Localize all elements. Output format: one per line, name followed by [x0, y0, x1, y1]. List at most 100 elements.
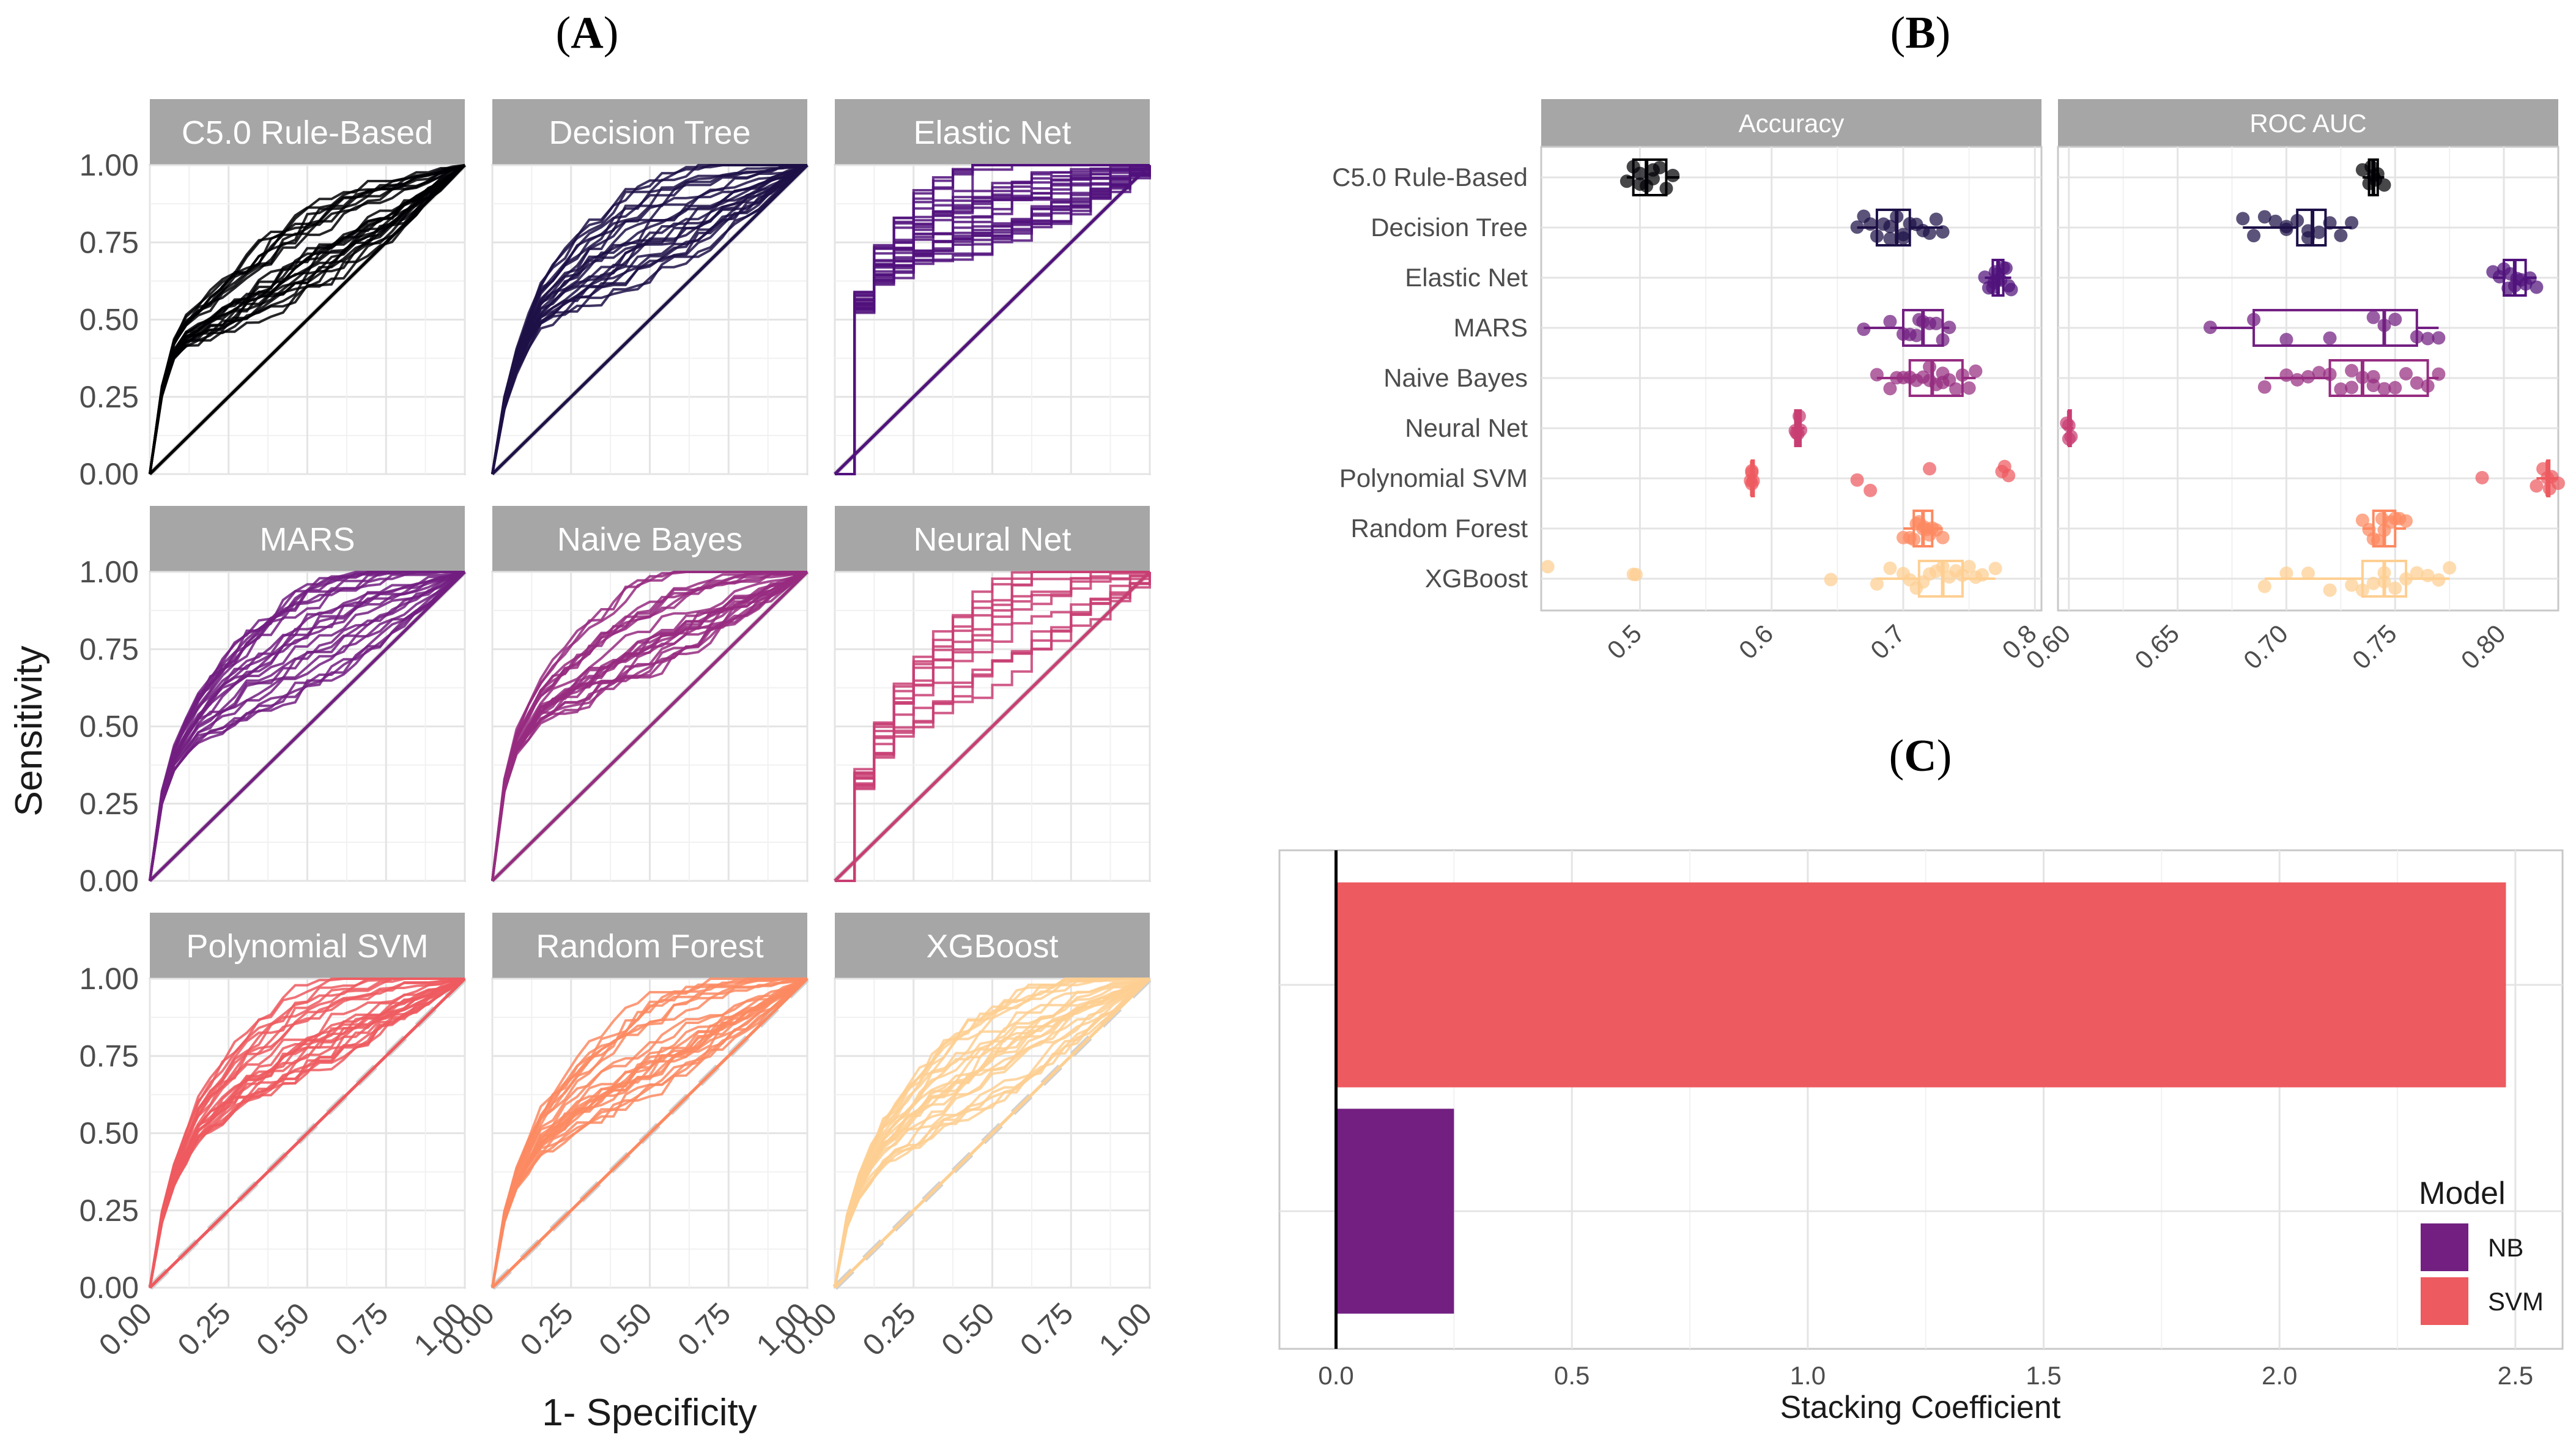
roc-curve: [491, 571, 809, 881]
y-tick-label: 0.50: [80, 1116, 139, 1151]
category-label: Naive Bayes: [1383, 363, 1528, 392]
category-label: Random Forest: [1351, 514, 1528, 543]
roc-chance-line: [149, 164, 466, 475]
data-point: [2355, 371, 2369, 385]
data-point: [2432, 331, 2446, 345]
x-tick-label: 0.25: [514, 1296, 580, 1362]
data-point: [2530, 479, 2544, 493]
data-point: [2399, 367, 2413, 381]
x-tick-label: 0.70: [2238, 619, 2293, 675]
roc-curve: [491, 571, 808, 881]
x-tick-label: 0.25: [856, 1296, 922, 1362]
data-point: [1857, 322, 1871, 336]
data-point: [1824, 573, 1838, 587]
roc-curve: [149, 978, 465, 1288]
roc-curve: [491, 164, 808, 475]
data-point: [1659, 182, 1673, 196]
panel-label-a: (A): [556, 8, 619, 58]
y-tick-label: 0.75: [80, 1039, 139, 1073]
roc-curve: [834, 978, 1150, 1288]
box-mars: [2203, 309, 2446, 347]
category-label: Neural Net: [1405, 414, 1528, 442]
data-point: [1936, 530, 1950, 544]
roc-curve: [149, 571, 465, 881]
roc-curve: [149, 164, 465, 475]
data-point: [2432, 573, 2446, 587]
data-point: [2257, 380, 2271, 394]
box-iqr: [1632, 158, 1668, 196]
data-point: [2279, 566, 2293, 581]
data-point: [2064, 429, 2078, 443]
data-point: [1850, 220, 1864, 234]
y-tick-label: 1.00: [80, 555, 139, 589]
facet-mars: MARS 0.00 0.25 0.50 0.75 1.00: [80, 506, 467, 898]
category-label: XGBoost: [1425, 564, 1528, 593]
roc-curve: [149, 571, 465, 881]
box-xgboost: [2257, 560, 2457, 598]
data-point: [2301, 369, 2315, 384]
data-point: [2388, 380, 2402, 395]
data-point: [2203, 321, 2217, 335]
roc-curve: [149, 164, 466, 475]
data-point: [2004, 283, 2018, 297]
roc-chance-line: [149, 978, 466, 1289]
data-point: [1929, 212, 1943, 226]
data-point: [2247, 229, 2261, 243]
x-tick-label: 0.5: [1554, 1361, 1590, 1390]
box-iqr: [2252, 309, 2418, 347]
y-tick-label: 1.00: [80, 962, 139, 996]
facet-strip: [1541, 99, 2041, 147]
data-point: [1870, 368, 1884, 382]
facet-strip: [150, 99, 465, 165]
roc-facet-grid: C5.0 Rule-Based0.000.250.500.751.00Decis…: [8, 99, 1158, 1434]
data-point: [2323, 216, 2337, 230]
roc-curve: [835, 572, 1151, 882]
box-random-forest: [2355, 510, 2413, 547]
data-point: [1864, 217, 1878, 231]
y-tick-label: 1.00: [80, 148, 139, 182]
facet-strip: [492, 506, 807, 572]
y-tick-label: 0.25: [80, 787, 139, 821]
facet-strip: [835, 99, 1150, 165]
facet-neural-net: Neural Net: [833, 506, 1152, 883]
box-xgboost: [1541, 560, 2002, 598]
data-point: [1864, 483, 1878, 497]
data-point: [1633, 166, 1647, 180]
roc-curve: [149, 571, 466, 881]
x-tick-label: 0.75: [1013, 1296, 1079, 1362]
box-naive-bayes: [2257, 359, 2446, 397]
data-point: [1949, 382, 1963, 396]
data-point: [2279, 368, 2293, 382]
data-point: [1633, 177, 1647, 191]
legend: Model NB SVM: [2419, 1176, 2544, 1325]
box-random-forest: [1896, 510, 1950, 547]
data-point: [1653, 160, 1667, 174]
data-point: [2345, 216, 2359, 230]
roc-curve: [491, 978, 807, 1288]
data-point: [1969, 364, 1983, 378]
data-point: [1942, 321, 1956, 335]
y-tick-label: 0.00: [80, 1271, 139, 1305]
data-point: [1646, 172, 1660, 186]
panel-label-c: (C): [1889, 731, 1952, 781]
y-tick-label: 0.50: [80, 710, 139, 744]
data-point: [1850, 473, 1864, 487]
data-point: [2279, 333, 2293, 347]
data-point: [2377, 318, 2391, 332]
roc-curve: [491, 978, 809, 1288]
roc-curve: [834, 978, 1151, 1288]
roc-curve: [491, 978, 809, 1288]
data-point: [2503, 267, 2517, 281]
x-tick-label: 1.5: [2026, 1361, 2061, 1390]
roc-curve: [149, 571, 465, 881]
x-tick-label: 1.0: [1790, 1361, 1826, 1390]
legend-title: Model: [2419, 1176, 2506, 1211]
y-tick-label: 0.50: [80, 303, 139, 337]
data-point: [2371, 533, 2385, 547]
roc-chance-line: [491, 571, 809, 882]
roc-curve: [149, 978, 465, 1288]
